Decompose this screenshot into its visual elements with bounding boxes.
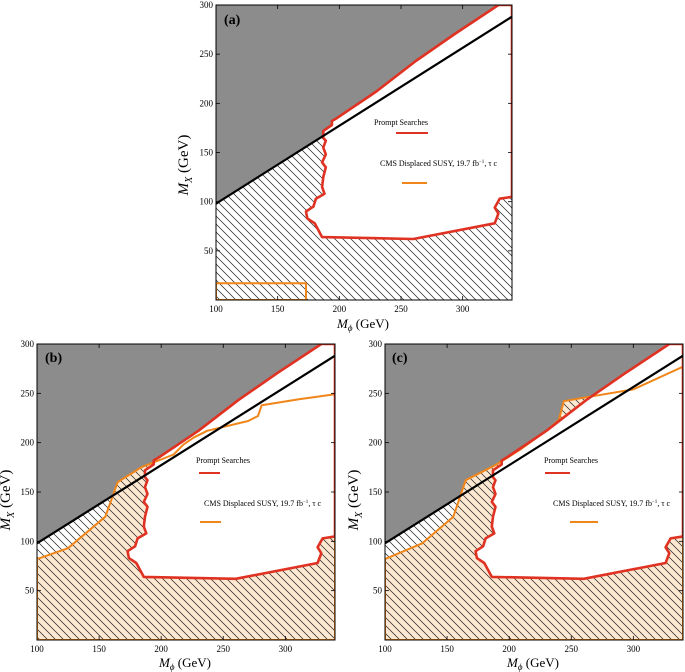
legend-prompt-label: Prompt Searches (196, 456, 250, 465)
prompt-allowed-region (475, 344, 683, 579)
y-tick-label: 300 (200, 0, 214, 10)
x-tick-label: 200 (502, 644, 516, 654)
y-tick-label: 150 (369, 487, 383, 497)
x-tick-label: 100 (378, 644, 392, 654)
y-tick-label: 200 (369, 438, 383, 448)
y-axis-label: MX (GeV) (176, 135, 195, 197)
x-tick-labels: 100 150 200 250 300 (30, 344, 293, 654)
x-tick-label: 150 (92, 644, 106, 654)
legend-displaced-label: CMS Displaced SUSY, 19.7 fb−1, τ c (380, 159, 498, 168)
panel-label: (c) (392, 351, 408, 366)
diagonal-line (37, 354, 335, 545)
y-tick-label: 200 (21, 438, 35, 448)
y-tick-label: 250 (369, 388, 383, 398)
x-tick-label: 100 (209, 304, 223, 314)
prompt-contour (126, 344, 335, 581)
displaced-contour (216, 282, 307, 300)
panel-label: (a) (224, 13, 241, 28)
diagonal-line (385, 354, 683, 545)
x-tick-label: 250 (565, 644, 579, 654)
prompt-contour (474, 344, 683, 581)
y-tick-labels: 50 100 150 200 250 300 (21, 339, 335, 596)
y-tick-label: 50 (373, 586, 383, 596)
x-axis-label: Mϕ (GeV) (336, 316, 389, 333)
y-tick-label: 50 (25, 586, 35, 596)
x-tick-label: 300 (279, 644, 293, 654)
y-tick-labels: 50 100 150 200 250 300 (369, 339, 683, 596)
y-tick-label: 50 (204, 246, 214, 256)
displaced-contour (37, 393, 335, 640)
y-tick-label: 150 (200, 148, 214, 158)
legend: Prompt Searches CMS Displaced SUSY, 19.7… (196, 456, 322, 523)
legend-displaced-label: CMS Displaced SUSY, 19.7 fb−1, τ c (204, 499, 322, 508)
y-axis-label: MX (GeV) (0, 470, 17, 532)
diagonal-line (216, 15, 512, 205)
legend: Prompt Searches CMS Displaced SUSY, 19.7… (374, 118, 498, 184)
x-axis-label: Mϕ (GeV) (506, 655, 559, 672)
panel-a: (a) 50 100 150 200 250 300 100 150 200 250 300 Mϕ… (176, 0, 513, 333)
x-tick-labels: 100 150 200 250 300 (209, 5, 470, 314)
legend-displaced-label: CMS Displaced SUSY, 19.7 fb−1, τ c (553, 499, 671, 508)
y-tick-label: 100 (200, 197, 214, 207)
x-tick-label: 250 (217, 644, 231, 654)
y-tick-label: 150 (21, 487, 35, 497)
x-tick-label: 300 (627, 644, 641, 654)
x-tick-label: 150 (271, 304, 285, 314)
x-tick-label: 200 (154, 644, 168, 654)
panel-label: (b) (45, 351, 62, 366)
legend-prompt-label: Prompt Searches (544, 456, 598, 465)
prompt-contour (304, 5, 512, 241)
legend: Prompt Searches CMS Displaced SUSY, 19.7… (544, 456, 671, 523)
x-tick-labels: 100 150 200 250 300 (378, 344, 641, 654)
x-tick-label: 150 (440, 644, 454, 654)
x-tick-label: 100 (30, 644, 44, 654)
y-tick-label: 250 (200, 49, 214, 59)
y-tick-label: 300 (21, 339, 35, 349)
x-axis-label: Mϕ (GeV) (158, 655, 211, 672)
x-tick-label: 200 (333, 304, 347, 314)
y-tick-label: 100 (369, 536, 383, 546)
y-tick-labels: 50 100 150 200 250 300 (200, 0, 512, 256)
panel-b: (b) 50 100 150 200 250 300 100 150 200 250 300 Mϕ… (0, 339, 336, 672)
legend-prompt-label: Prompt Searches (374, 118, 428, 127)
panel-c: (c) 50 100 150 200 250 300 100 150 200 250 300 Mϕ… (346, 339, 684, 672)
y-tick-label: 100 (21, 536, 35, 546)
y-tick-label: 200 (200, 98, 214, 108)
x-tick-label: 250 (394, 304, 408, 314)
y-axis-label: MX (GeV) (346, 470, 365, 532)
x-tick-label: 300 (456, 304, 470, 314)
y-tick-label: 300 (369, 339, 383, 349)
y-tick-label: 250 (21, 388, 35, 398)
prompt-allowed-region (306, 5, 512, 239)
